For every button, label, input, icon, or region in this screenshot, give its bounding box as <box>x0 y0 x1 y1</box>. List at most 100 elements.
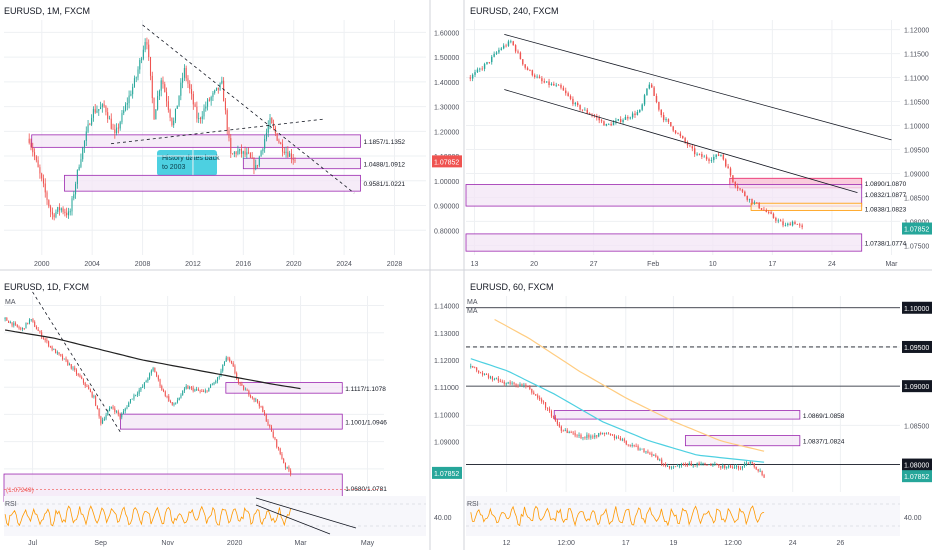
h1-candle <box>568 431 570 434</box>
daily-candle <box>72 367 74 369</box>
h4-candle <box>512 41 514 46</box>
monthly-candle <box>112 128 114 130</box>
monthly-candle <box>269 118 271 126</box>
daily-x-tick-label: Jul <box>28 540 37 547</box>
daily-candle <box>79 374 81 378</box>
monthly-candle <box>251 157 253 159</box>
daily-candle <box>270 426 273 432</box>
daily-candle <box>11 322 13 326</box>
daily-candle <box>23 328 25 329</box>
h1-candle <box>647 451 649 453</box>
monthly-candle <box>180 82 182 96</box>
h1-legend-label: MA <box>467 308 478 315</box>
daily-candle <box>279 448 281 455</box>
h1-candle <box>491 376 494 380</box>
h4-candle <box>653 87 655 96</box>
h1-candle <box>661 459 663 464</box>
history-note-text: History dates back to 2003 <box>162 155 220 171</box>
daily-candle <box>274 437 276 440</box>
monthly-candle <box>114 129 116 134</box>
h4-candle <box>696 153 698 155</box>
h1-current-price-badge <box>902 470 932 483</box>
monthly-candle <box>39 167 41 174</box>
h4-candle <box>729 168 732 176</box>
h1-candle <box>617 437 619 439</box>
h1-candle <box>501 381 503 383</box>
h1-candle <box>674 466 677 468</box>
monthly-candle <box>32 147 34 153</box>
monthly-candle <box>258 156 260 166</box>
daily-candle <box>251 397 253 398</box>
daily-candle <box>182 390 184 396</box>
h1-candle <box>495 378 497 380</box>
h4-candle <box>629 117 631 119</box>
h1-candle <box>558 424 560 427</box>
monthly-candle <box>100 107 102 110</box>
h4-zone-label: 1.0890/1.0870 <box>865 181 907 188</box>
daily-candle <box>98 408 100 417</box>
h1-candle <box>667 465 669 467</box>
history-note: History dates back to 2003 <box>157 150 220 176</box>
h1-candle <box>714 463 716 465</box>
daily-candle <box>255 399 257 401</box>
daily-grid <box>4 296 384 492</box>
h1-candle <box>743 464 745 467</box>
h4-candle <box>500 48 503 50</box>
monthly-x-tick-label: 2008 <box>135 261 151 268</box>
h4-candle <box>495 52 498 54</box>
monthly-candle <box>30 142 32 148</box>
h1-candle <box>489 376 492 378</box>
history-note-line: History dates back <box>162 155 220 162</box>
monthly-zone-label: 0.9581/1.0221 <box>363 181 405 188</box>
h4-candle <box>760 208 763 210</box>
monthly-candle <box>182 77 184 83</box>
h4-candle <box>543 81 545 83</box>
h4-candle <box>534 75 536 77</box>
h1-candle <box>694 465 696 467</box>
h1-candle <box>653 455 655 456</box>
h4-candle <box>469 77 471 79</box>
daily-rsi-tick-label: 40.00 <box>434 515 452 522</box>
daily-candle <box>138 390 140 394</box>
h1-candle <box>651 453 653 456</box>
h1-y-tick-label: 1.08500 <box>904 423 929 430</box>
h1-candle <box>621 439 623 441</box>
h1-candle <box>676 465 679 467</box>
h4-chart-title: EURUSD, 240, FXCM <box>470 6 559 16</box>
monthly-candle <box>287 151 289 157</box>
daily-candle <box>103 418 105 420</box>
h4-candle <box>522 59 524 65</box>
daily-candle <box>51 346 53 350</box>
monthly-candle <box>103 104 105 107</box>
monthly-candle <box>196 106 198 119</box>
daily-candle <box>147 378 149 381</box>
h1-level-badge <box>902 458 932 471</box>
h1-candle <box>735 465 738 467</box>
daily-candle <box>283 458 285 464</box>
h4-x-tick-label: 27 <box>590 261 598 268</box>
h4-candle <box>767 212 770 213</box>
monthly-candle <box>80 159 82 167</box>
daily-candle <box>116 411 118 413</box>
daily-candle <box>96 405 98 409</box>
monthly-y-tick-label: 1.60000 <box>434 30 459 37</box>
monthly-candle <box>69 211 71 213</box>
daily-candle <box>18 326 20 329</box>
monthly-candle <box>50 206 52 212</box>
monthly-candle <box>76 169 78 185</box>
h1-candle <box>580 434 582 439</box>
monthly-candle <box>57 207 59 212</box>
h1-candle <box>537 395 539 398</box>
h1-rsi-label: RSI <box>467 501 479 508</box>
daily-candle <box>284 463 286 468</box>
monthly-candle <box>162 80 164 85</box>
h1-candle <box>474 367 476 369</box>
h1-candle <box>594 435 596 438</box>
daily-candle <box>4 317 6 320</box>
h4-x-tick-label: 13 <box>471 261 479 268</box>
monthly-candle <box>137 69 139 78</box>
h4-candle <box>677 133 679 134</box>
h1-chart-title: EURUSD, 60, FXCM <box>470 282 554 292</box>
monthly-candle <box>267 125 269 133</box>
